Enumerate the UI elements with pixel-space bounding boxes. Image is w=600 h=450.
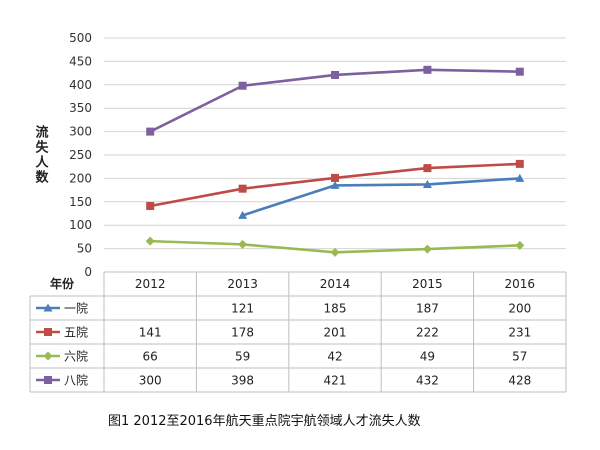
data-label: 141 [139, 326, 162, 340]
data-point [146, 127, 155, 136]
data-label: 428 [508, 374, 531, 388]
y-tick-label: 300 [69, 125, 92, 139]
data-point [515, 159, 524, 168]
x-tick-label: 2012 [135, 277, 166, 291]
data-point [422, 179, 432, 188]
y-tick-label: 450 [69, 54, 92, 68]
y-tick-label: 250 [69, 148, 92, 162]
data-label: 398 [231, 374, 254, 388]
y-tick-label: 400 [69, 78, 92, 92]
y-tick-label: 500 [69, 31, 92, 45]
data-point [330, 247, 340, 257]
y-tick-label: 200 [69, 171, 92, 185]
data-label: 432 [416, 374, 439, 388]
data-label: 222 [416, 326, 439, 340]
data-label: 200 [508, 302, 531, 316]
series-line [242, 177, 520, 217]
y-tick-label: 350 [69, 101, 92, 115]
data-point [43, 351, 53, 361]
legend-label: 八院 [64, 374, 88, 388]
y-tick-label: 150 [69, 195, 92, 209]
data-label: 231 [508, 326, 531, 340]
data-label: 57 [512, 350, 527, 364]
y-axis-label: 流失人数 [33, 124, 49, 185]
data-table: 年份 2012 2013 2014 2015 2016 一院 121 185 187 200 五院 14… [29, 271, 567, 393]
data-point [44, 328, 52, 336]
data-label: 201 [324, 326, 347, 340]
data-point [423, 65, 432, 74]
data-label: 178 [231, 326, 254, 340]
data-point [423, 164, 432, 173]
data-point [145, 236, 155, 246]
y-tick-label: 50 [77, 242, 92, 256]
x-tick-label: 2015 [412, 277, 443, 291]
data-point [330, 180, 340, 189]
data-point [515, 173, 525, 182]
legend-label: 五院 [64, 326, 88, 340]
data-label: 49 [420, 350, 435, 364]
data-point [331, 70, 339, 79]
data-label: 185 [324, 302, 347, 316]
data-point [515, 67, 524, 76]
data-point [238, 210, 248, 219]
data-point [238, 239, 248, 249]
series-line [149, 68, 520, 133]
y-tick-label: 0 [84, 265, 92, 279]
x-tick-label: 2014 [320, 277, 351, 291]
data-point [43, 303, 53, 312]
data-point [515, 240, 525, 250]
y-axis-ticks: 0 50 100 150 200 250 300 350 400 450 500 [69, 31, 92, 279]
legend-label: 六院 [64, 350, 88, 364]
data-point [238, 81, 247, 90]
data-point [422, 244, 432, 254]
data-label: 300 [139, 374, 162, 388]
x-tick-label: 2016 [505, 277, 536, 291]
data-label: 42 [327, 350, 342, 364]
data-label: 187 [416, 302, 439, 316]
data-point [146, 202, 155, 211]
data-label: 66 [143, 350, 158, 364]
data-label: 59 [235, 350, 250, 364]
chart-caption: 图1 2012至2016年航天重点院宇航领域人才流失人数 [108, 413, 421, 429]
x-tick-label: 2013 [227, 277, 258, 291]
data-point [238, 184, 247, 193]
data-label: 421 [324, 374, 347, 388]
data-label: 121 [231, 302, 254, 316]
table-header-label: 年份 [50, 276, 75, 291]
legend-label: 一院 [64, 302, 88, 316]
y-tick-label: 100 [69, 218, 92, 232]
data-point [331, 173, 339, 182]
data-point [44, 376, 52, 384]
series-markers [145, 65, 525, 257]
